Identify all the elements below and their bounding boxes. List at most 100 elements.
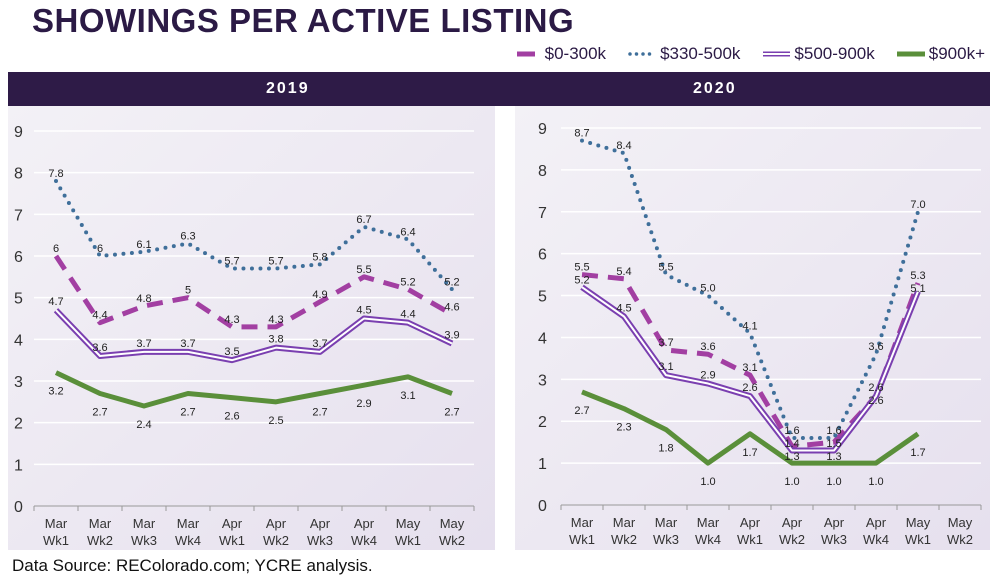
data-label: 6.1 bbox=[136, 239, 151, 251]
dot-swatch-icon bbox=[628, 52, 657, 56]
y-tick-label: 5 bbox=[538, 289, 547, 306]
data-label: 3.7 bbox=[658, 337, 673, 349]
x-tick-label: Wk1 bbox=[569, 532, 595, 547]
data-label: 5.5 bbox=[658, 262, 673, 274]
solid-swatch-icon bbox=[896, 51, 925, 57]
series-line-inner-2 bbox=[55, 309, 453, 362]
data-label: 2.6 bbox=[868, 382, 883, 394]
data-label: 6.7 bbox=[356, 214, 371, 226]
y-tick-label: 9 bbox=[538, 121, 547, 138]
x-tick-label: Wk1 bbox=[737, 532, 763, 547]
data-label: 3.6 bbox=[700, 341, 715, 353]
y-tick-label: 7 bbox=[538, 205, 547, 222]
y-tick-label: 0 bbox=[538, 498, 547, 515]
data-label: 3.7 bbox=[180, 338, 195, 350]
y-tick-label: 6 bbox=[14, 249, 23, 266]
data-label: 4.8 bbox=[136, 293, 151, 305]
data-label: 4.3 bbox=[224, 314, 239, 326]
data-label: 1.0 bbox=[826, 476, 841, 488]
data-label: 2.6 bbox=[868, 395, 883, 407]
x-tick-label: Wk1 bbox=[905, 532, 931, 547]
data-label: 1.4 bbox=[784, 438, 799, 450]
x-tick-label: Wk1 bbox=[395, 533, 421, 548]
x-tick-label: Wk1 bbox=[219, 533, 245, 548]
series-line-0 bbox=[53, 254, 454, 330]
data-label: 5.7 bbox=[268, 256, 283, 268]
y-tick-label: 6 bbox=[538, 247, 547, 264]
x-tick-label: Wk4 bbox=[695, 532, 721, 547]
data-label: 8.7 bbox=[574, 128, 589, 140]
panel-title-2019: 2019 bbox=[266, 80, 310, 97]
y-tick-label: 4 bbox=[14, 332, 23, 349]
x-tick-label: Mar bbox=[89, 516, 112, 531]
legend-item-330-500k: $330-500k bbox=[628, 43, 740, 65]
y-tick-label: 7 bbox=[14, 207, 23, 224]
data-label: 1.7 bbox=[910, 447, 925, 459]
x-tick-label: May bbox=[396, 516, 421, 531]
data-label: 4.1 bbox=[742, 320, 757, 332]
data-label: 4.3 bbox=[268, 314, 283, 326]
data-label: 3.8 bbox=[268, 334, 283, 346]
x-tick-label: Mar bbox=[45, 516, 68, 531]
y-tick-label: 9 bbox=[14, 124, 23, 141]
x-tick-label: Mar bbox=[613, 515, 636, 530]
data-label: 2.9 bbox=[700, 370, 715, 382]
x-tick-label: Wk3 bbox=[131, 533, 157, 548]
data-label: 3.1 bbox=[400, 390, 415, 402]
data-label: 2.3 bbox=[616, 422, 631, 434]
data-label: 3.2 bbox=[48, 386, 63, 398]
x-tick-label: Wk4 bbox=[351, 533, 377, 548]
data-label: 6.4 bbox=[400, 226, 415, 238]
legend-label: $500-900k bbox=[794, 44, 875, 63]
data-source-note: Data Source: REColorado.com; YCRE analys… bbox=[12, 556, 373, 575]
x-tick-label: Mar bbox=[697, 515, 720, 530]
x-tick-label: Apr bbox=[782, 515, 803, 530]
data-label: 8.4 bbox=[616, 140, 631, 152]
x-tick-label: Wk3 bbox=[307, 533, 333, 548]
x-tick-label: Apr bbox=[740, 515, 761, 530]
data-label: 2.7 bbox=[444, 407, 459, 419]
data-label: 1.0 bbox=[700, 476, 715, 488]
series-line-1 bbox=[54, 179, 454, 292]
x-tick-label: Apr bbox=[354, 516, 375, 531]
data-label: 1.3 bbox=[784, 451, 799, 463]
x-tick-label: Wk2 bbox=[947, 532, 973, 547]
x-tick-label: Mar bbox=[177, 516, 200, 531]
data-label: 4.4 bbox=[92, 310, 107, 322]
y-tick-label: 3 bbox=[538, 372, 547, 389]
x-tick-label: Apr bbox=[866, 515, 887, 530]
data-label: 6 bbox=[97, 243, 103, 255]
data-label: 4.4 bbox=[400, 309, 415, 321]
panel-2020-bg bbox=[515, 106, 990, 550]
x-tick-label: Wk3 bbox=[821, 532, 847, 547]
data-label: 4.9 bbox=[312, 289, 327, 301]
y-tick-label: 8 bbox=[14, 166, 23, 183]
data-label: 2.7 bbox=[180, 407, 195, 419]
legend-item-900k-plus: $900k+ bbox=[896, 43, 985, 65]
x-tick-label: Wk2 bbox=[611, 532, 637, 547]
data-label: 3.7 bbox=[312, 338, 327, 350]
data-label: 5.2 bbox=[444, 276, 459, 288]
data-label: 4.5 bbox=[616, 303, 631, 315]
data-label: 6.3 bbox=[180, 231, 195, 243]
legend-item-500-900k: $500-900k bbox=[762, 43, 875, 65]
x-tick-label: Wk3 bbox=[653, 532, 679, 547]
data-label: 7.8 bbox=[48, 168, 63, 180]
data-label: 4.6 bbox=[444, 301, 459, 313]
data-label: 4.5 bbox=[356, 305, 371, 317]
x-tick-label: Wk2 bbox=[439, 533, 465, 548]
x-tick-label: May bbox=[906, 515, 931, 530]
data-label: 1.0 bbox=[784, 476, 799, 488]
y-tick-label: 2 bbox=[538, 414, 547, 431]
x-tick-label: Apr bbox=[824, 515, 845, 530]
x-tick-label: Wk1 bbox=[43, 533, 69, 548]
year-banner: 2019 2020 bbox=[8, 72, 990, 106]
x-tick-label: Wk2 bbox=[263, 533, 289, 548]
data-label: 1.5 bbox=[826, 438, 841, 450]
data-label: 2.9 bbox=[356, 398, 371, 410]
dash-swatch-icon bbox=[516, 51, 535, 57]
data-label: 5.0 bbox=[700, 283, 715, 295]
legend-label: $0-300k bbox=[544, 44, 607, 63]
double-line-swatch-icon bbox=[763, 51, 791, 57]
